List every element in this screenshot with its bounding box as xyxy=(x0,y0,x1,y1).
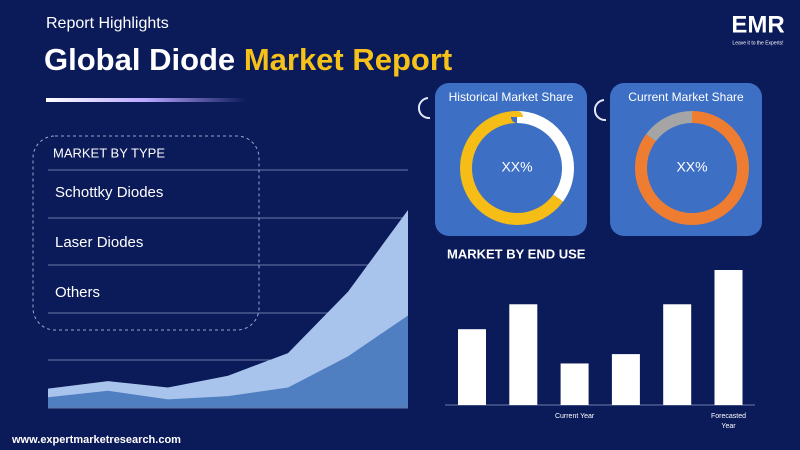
accent-bar xyxy=(46,98,246,102)
bar xyxy=(663,304,692,405)
card-title: Historical Market Share xyxy=(449,90,574,104)
donut-label: XX% xyxy=(676,159,707,175)
bar xyxy=(611,354,640,405)
type-box xyxy=(32,135,260,331)
type-item: Schottky Diodes xyxy=(55,184,163,201)
arrow xyxy=(418,97,431,120)
title: Global Diode Market Report xyxy=(44,42,452,77)
bar xyxy=(560,363,589,405)
donut-segment xyxy=(460,111,574,225)
logo: EMR xyxy=(731,11,784,38)
bar xyxy=(458,329,486,405)
bar xyxy=(714,270,743,405)
kicker: Report Highlights xyxy=(46,15,169,32)
logo-tagline: Leave it to the Experts! xyxy=(732,40,783,46)
type-item: Others xyxy=(55,284,100,301)
type-item: Laser Diodes xyxy=(55,234,143,251)
area xyxy=(48,315,408,408)
x-label-line: Forecasted xyxy=(711,413,746,420)
donut-segment xyxy=(635,111,749,225)
x-label: Current Year xyxy=(555,413,595,420)
donut-label: XX% xyxy=(501,159,532,175)
title-white: Global Diode xyxy=(44,42,235,77)
card-title: Current Market Share xyxy=(628,90,744,104)
footer-url: www.expertmarketresearch.com xyxy=(11,434,181,446)
x-label-line: Year xyxy=(721,423,736,430)
bar xyxy=(509,304,538,405)
arrow xyxy=(594,99,607,122)
type-heading: MARKET BY TYPE xyxy=(53,145,165,160)
x-label: Forecasted Year xyxy=(711,413,746,430)
list-lines xyxy=(48,169,408,361)
bar-title: MARKET BY END USE xyxy=(447,246,586,261)
area xyxy=(48,210,408,408)
title-yellow: Market Report xyxy=(244,42,452,77)
